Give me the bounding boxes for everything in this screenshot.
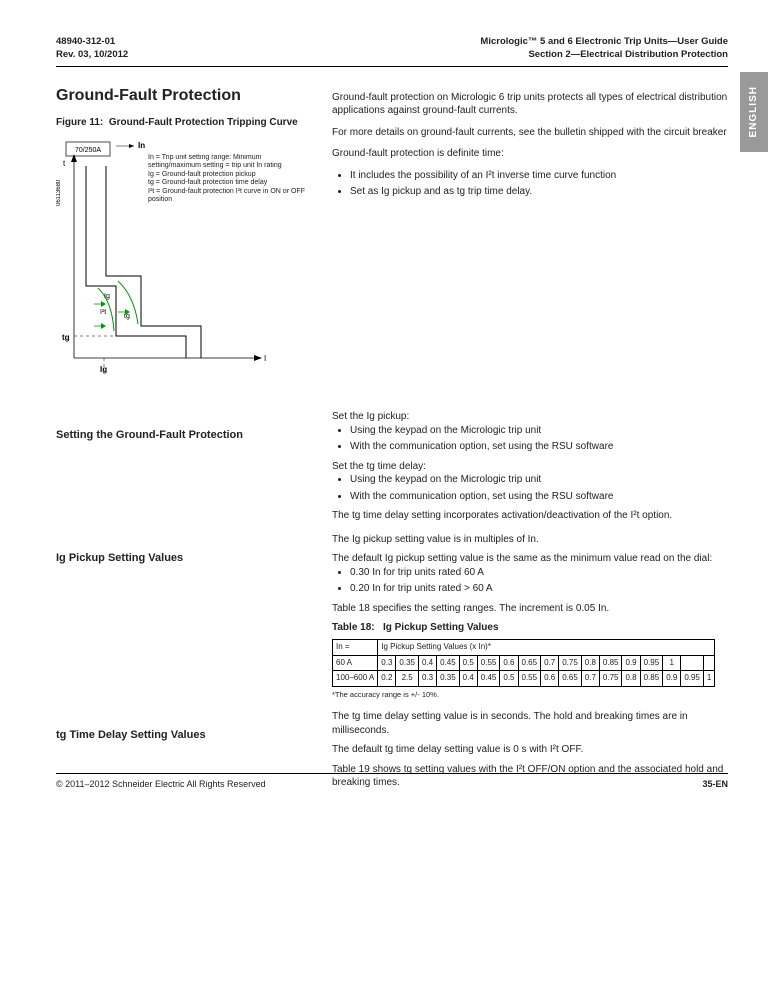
section-heading: tg Time Delay Setting Values xyxy=(56,728,316,743)
copyright: © 2011–2012 Schneider Electric All Right… xyxy=(56,778,266,790)
ig-pickup-table: In =Ig Pickup Setting Values (x In)*60 A… xyxy=(332,639,715,687)
svg-text:In: In xyxy=(138,141,145,150)
section-heading: Setting the Ground-Fault Protection xyxy=(56,428,316,443)
setting-p: Set the tg time delay: xyxy=(332,460,728,474)
intro-p2: For more details on ground-fault current… xyxy=(332,126,728,140)
ig-p: The default Ig pickup setting value is t… xyxy=(332,552,728,566)
setting-bullet: Using the keypad on the Micrologic trip … xyxy=(350,424,728,438)
tg-p: The tg time delay setting value is in se… xyxy=(332,710,728,737)
svg-text:06113680: 06113680 xyxy=(56,179,62,206)
svg-text:I: I xyxy=(264,354,266,363)
intro-bullet: Set as Ig pickup and as tg trip time del… xyxy=(350,185,728,199)
table-footnote: *The accuracy range is +/- 10%. xyxy=(332,690,728,700)
ig-p: Table 18 specifies the setting ranges. T… xyxy=(332,602,728,616)
svg-text:tg: tg xyxy=(62,333,70,342)
revision: Rev. 03, 10/2012 xyxy=(56,49,128,62)
ig-bullet: 0.20 In for trip units rated > 60 A xyxy=(350,582,728,596)
section-heading: Ig Pickup Setting Values xyxy=(56,551,316,566)
page-number: 35-EN xyxy=(702,778,728,790)
main-heading: Ground-Fault Protection xyxy=(56,85,316,107)
figure-caption: Figure 11: Ground-Fault Protection Tripp… xyxy=(56,116,316,130)
setting-p: Set the Ig pickup: xyxy=(332,410,728,424)
svg-text:Ig: Ig xyxy=(104,293,110,300)
setting-bullet: With the communication option, set using… xyxy=(350,440,728,454)
tripping-curve-figure: 70/250A t In 06113680 I xyxy=(56,136,316,396)
svg-text:t: t xyxy=(63,159,66,168)
intro-bullet: It includes the possibility of an I²t in… xyxy=(350,169,728,183)
page-header: 48940-312-01 Rev. 03, 10/2012 Micrologic… xyxy=(56,36,728,67)
ig-bullet: 0.30 In for trip units rated 60 A xyxy=(350,566,728,580)
intro-p3: Ground-fault protection is definite time… xyxy=(332,147,728,161)
svg-text:tg: tg xyxy=(124,313,130,320)
doc-number: 48940-312-01 xyxy=(56,36,128,49)
section-title: Section 2—Electrical Distribution Protec… xyxy=(480,49,728,62)
guide-title: Micrologic™ 5 and 6 Electronic Trip Unit… xyxy=(480,36,728,49)
svg-text:70/250A: 70/250A xyxy=(75,147,101,154)
ig-p: The Ig pickup setting value is in multip… xyxy=(332,533,728,547)
tg-p: The default tg time delay setting value … xyxy=(332,743,728,757)
svg-text:I²t: I²t xyxy=(100,309,106,316)
setting-bullet: Using the keypad on the Micrologic trip … xyxy=(350,473,728,487)
page-footer: © 2011–2012 Schneider Electric All Right… xyxy=(56,773,728,790)
intro-p1: Ground-fault protection on Micrologic 6 … xyxy=(332,91,728,118)
svg-text:Ig: Ig xyxy=(100,365,107,374)
table-caption: Table 18: Ig Pickup Setting Values xyxy=(332,621,728,635)
setting-p: The tg time delay setting incorporates a… xyxy=(332,509,728,523)
setting-bullet: With the communication option, set using… xyxy=(350,490,728,504)
